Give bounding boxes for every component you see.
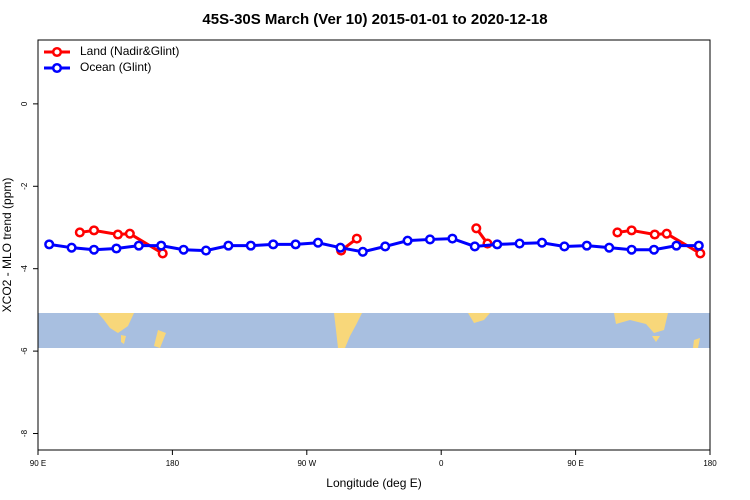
y-tick-label: -8 (20, 429, 29, 437)
data-point (492, 239, 503, 250)
x-tick-label: 90 E (30, 459, 46, 468)
data-point (536, 237, 548, 248)
data-point (559, 241, 570, 252)
data-point (157, 248, 168, 259)
data-point (514, 238, 525, 249)
data-point (44, 239, 55, 250)
data-point (380, 241, 391, 252)
data-point (612, 227, 623, 238)
map-strip (38, 313, 710, 348)
x-axis-label: Longitude (deg E) (326, 476, 421, 490)
data-point (581, 240, 592, 251)
data-point (245, 240, 256, 251)
data-point (671, 240, 682, 251)
legend-marker (51, 46, 63, 58)
data-point (111, 243, 122, 254)
data-point (626, 225, 637, 236)
data-point (424, 234, 436, 245)
data-point (357, 246, 368, 257)
series-line (48, 237, 699, 254)
data-point (604, 242, 615, 253)
plot-frame (37, 39, 711, 451)
data-point (200, 245, 212, 256)
data-point (469, 241, 480, 252)
data-point (290, 239, 301, 250)
data-point (133, 240, 144, 251)
y-tick-label: -2 (20, 182, 29, 190)
data-point (649, 229, 660, 240)
y-tick-label: 0 (20, 101, 29, 106)
x-tick-label: 180 (703, 459, 717, 468)
x-tick-label: 0 (439, 459, 444, 468)
data-point (124, 228, 135, 239)
data-point (156, 240, 167, 251)
x-tick-label: 90 E (567, 459, 583, 468)
data-point (648, 244, 660, 255)
data-point (402, 235, 413, 246)
data-point (447, 233, 458, 244)
data-point (88, 244, 100, 255)
y-tick-label: -6 (20, 347, 29, 355)
data-point (693, 240, 704, 251)
legend-label: Ocean (Glint) (80, 60, 151, 74)
data-point (88, 225, 100, 236)
data-point (471, 223, 482, 234)
data-point (112, 229, 123, 240)
data-point (351, 233, 362, 244)
x-tick-label: 180 (166, 459, 180, 468)
data-point (66, 242, 77, 253)
data-point (178, 244, 189, 255)
data-point (695, 248, 706, 259)
data-point (626, 244, 637, 255)
y-tick-label: -4 (20, 265, 29, 273)
y-axis-label: XCO2 - MLO trend (ppm) (0, 178, 14, 313)
data-point (223, 240, 234, 251)
data-point (74, 227, 85, 238)
x-tick-label: 90 W (297, 459, 316, 468)
data-point (268, 239, 279, 250)
data-point (335, 242, 346, 253)
legend-label: Land (Nadir&Glint) (80, 44, 179, 58)
data-point (661, 228, 672, 239)
chart-title: 45S-30S March (Ver 10) 2015-01-01 to 202… (202, 11, 547, 28)
legend-marker (51, 62, 63, 74)
data-point (312, 237, 324, 248)
